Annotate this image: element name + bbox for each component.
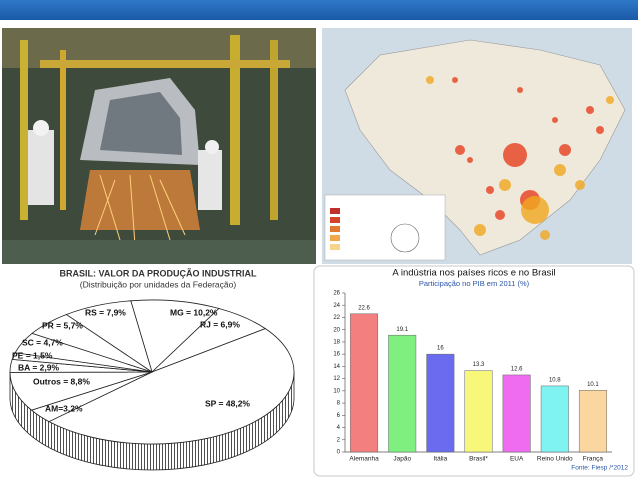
x-tick-label: França [583, 456, 604, 463]
value-label: 19.1 [396, 327, 408, 333]
y-tick-label: 8 [337, 401, 341, 407]
header-bar [0, 0, 638, 20]
y-tick-label: 6 [337, 413, 341, 419]
y-tick-label: 24 [333, 303, 340, 309]
pie-chart: MG = 10,2% RJ = 6,9% SP = 48,2% AM=3,2% Outr… [9, 299, 295, 471]
x-tick-label: Reino Unido [537, 456, 573, 463]
x-tick-label: Brasil* [469, 456, 488, 463]
pie-subtitle: (Distribuição por unidades da Federação) [80, 279, 237, 289]
y-tick-label: 0 [337, 450, 341, 456]
y-tick-label: 14 [333, 364, 340, 370]
y-tick-label: 20 [333, 327, 340, 333]
pie-title: BRASIL: VALOR DA PRODUÇÃO INDUSTRIAL [60, 268, 257, 278]
bar [502, 374, 531, 453]
value-label: 12.6 [511, 367, 523, 373]
bar [426, 353, 455, 453]
slice-label: PE = 1,5% [12, 350, 53, 360]
x-tick-label: Alemanha [349, 456, 379, 463]
bar [350, 313, 379, 453]
slice-label: PR = 5,7% [42, 320, 83, 330]
x-tick-label: Japão [393, 456, 411, 463]
bar-chart: 0246810121416182022242622.6Alemanha19.1J… [333, 291, 612, 463]
slice-label: AM=3,2% [45, 403, 83, 413]
slice-label: Outros = 8,8% [33, 376, 90, 386]
y-tick-label: 22 [333, 315, 340, 321]
slice-label: SP = 48,2% [205, 398, 250, 408]
y-tick-label: 18 [333, 340, 340, 346]
slice-label: SC = 4,7% [22, 337, 63, 347]
bar-title: A indústria nos países ricos e no Brasil [392, 268, 555, 279]
value-label: 13.3 [473, 362, 485, 368]
source-note: Fonte: Fiesp /*2012 [571, 465, 628, 472]
map-image [322, 28, 632, 264]
value-label: 22.6 [358, 305, 370, 311]
value-label: 10.8 [549, 378, 561, 384]
bar [578, 389, 607, 453]
y-tick-label: 10 [333, 388, 340, 394]
bar [540, 385, 569, 453]
y-tick-label: 2 [337, 437, 341, 443]
bar [388, 334, 417, 453]
y-tick-label: 12 [333, 376, 340, 382]
value-label: 16 [437, 346, 444, 352]
slice-label: RS = 7,9% [85, 307, 126, 317]
slice-label: RJ = 6,9% [200, 319, 240, 329]
y-tick-label: 26 [333, 291, 340, 297]
slice-label: MG = 10,2% [170, 307, 218, 317]
pie-slice [130, 299, 220, 373]
bar [464, 370, 493, 453]
slice-label: BA = 2,9% [18, 362, 59, 372]
x-tick-label: EUA [510, 456, 524, 463]
factory-photo [2, 28, 316, 264]
y-tick-label: 16 [333, 352, 340, 358]
y-tick-label: 4 [337, 425, 341, 431]
pie-slice [65, 300, 153, 373]
x-tick-label: Itália [433, 456, 447, 463]
bar-subtitle: Participação no PIB em 2011 (%) [419, 279, 530, 288]
value-label: 10.1 [587, 382, 599, 388]
pie-slice [48, 328, 295, 445]
